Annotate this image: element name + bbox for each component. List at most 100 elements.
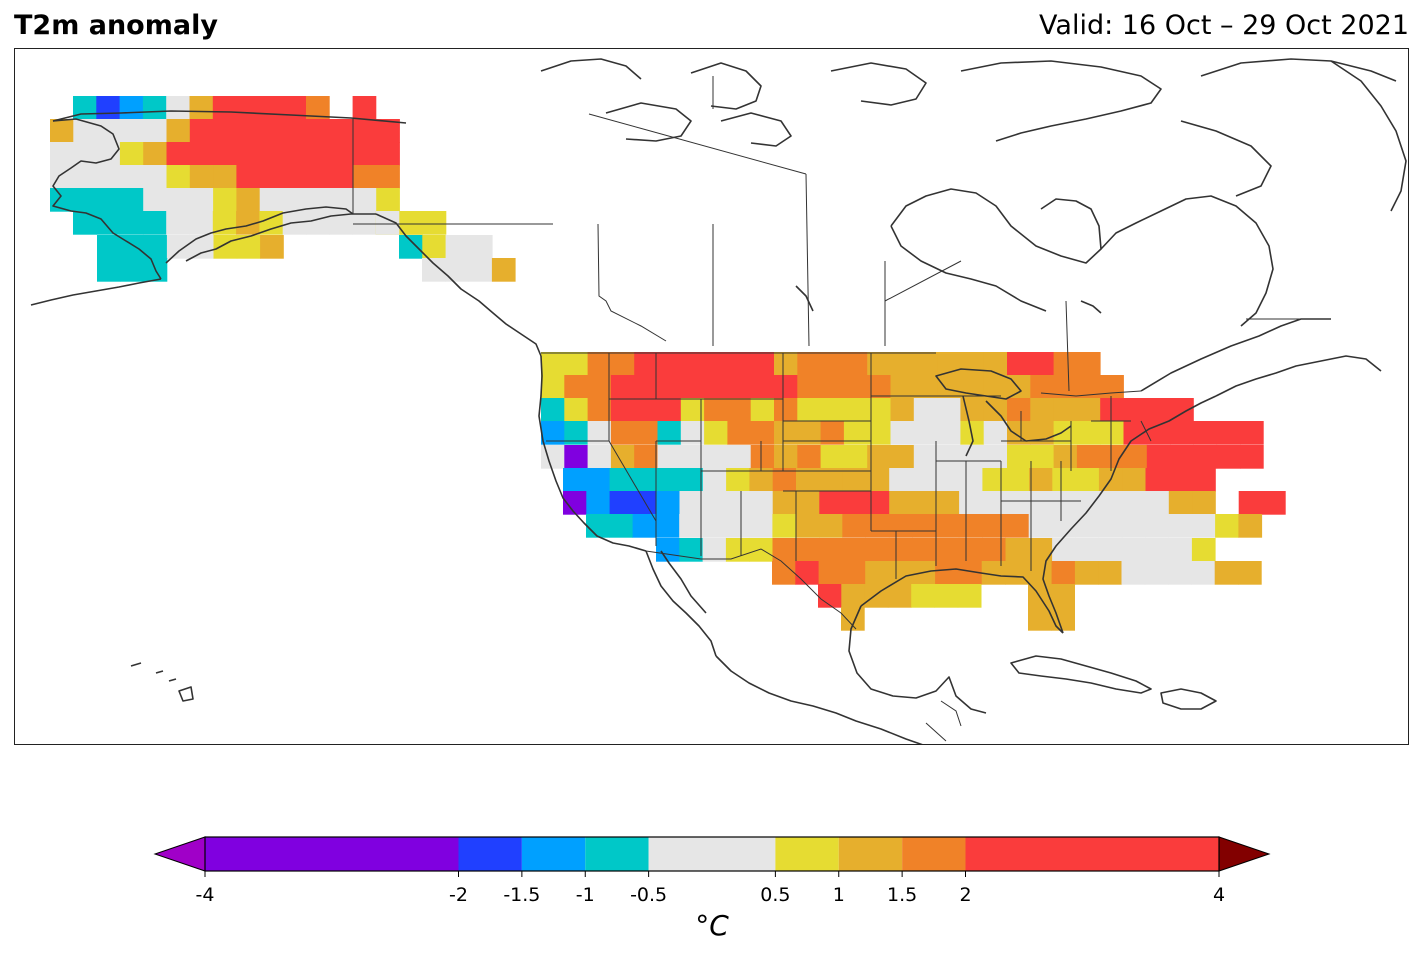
anomaly-cell [634, 352, 658, 376]
anomaly-cell [143, 188, 167, 212]
anomaly-cell [656, 468, 680, 492]
anomaly-cell [73, 119, 97, 143]
anomaly-cell [795, 538, 820, 562]
anomaly-cell [887, 584, 912, 608]
anomaly-cell [212, 96, 237, 120]
anomaly-cell [749, 538, 773, 562]
anomaly-cell [1076, 352, 1101, 376]
anomaly-cell [889, 491, 913, 515]
colorbar-segment [775, 837, 839, 871]
anomaly-cell [422, 211, 447, 235]
labrador-coast [1100, 195, 1274, 327]
anomaly-cell [820, 421, 845, 445]
anomaly-cell [890, 375, 915, 399]
anomaly-cell [1076, 398, 1101, 422]
anomaly-cell [819, 514, 843, 538]
anomaly-cell [774, 421, 798, 445]
anomaly-cell [609, 491, 634, 515]
anomaly-cell [236, 235, 261, 259]
anomaly-cell [820, 375, 845, 399]
map-title: T2m anomaly [14, 10, 218, 41]
anomaly-cell [679, 514, 703, 538]
arctic-islands [540, 58, 1397, 197]
anomaly-cell [1074, 561, 1099, 585]
anomaly-cell [1075, 538, 1100, 562]
anomaly-cell [96, 211, 120, 235]
anomaly-cell [632, 491, 657, 515]
anomaly-cell [1214, 561, 1239, 585]
anomaly-cell [1030, 352, 1054, 376]
anomaly-cell [774, 398, 798, 422]
anomaly-cell [468, 235, 493, 259]
anomaly-cell [306, 165, 330, 189]
anomaly-cell [564, 421, 588, 445]
anomaly-cell [657, 375, 682, 399]
coastlines [30, 58, 1407, 744]
anomaly-cell [1123, 445, 1148, 469]
anomaly-cell [935, 468, 960, 492]
anomaly-cell [702, 468, 727, 492]
anomaly-cell [680, 375, 705, 399]
anomaly-cell [213, 188, 237, 212]
anomaly-cell [1144, 561, 1169, 585]
anomaly-cell [843, 375, 868, 399]
anomaly-cell [1122, 491, 1146, 515]
anomaly-cell [982, 514, 1006, 538]
anomaly-cell [679, 538, 703, 562]
anomaly-cell [96, 142, 121, 166]
map-panel [14, 48, 1409, 745]
anomaly-cell [1053, 352, 1078, 376]
anomaly-cell [97, 258, 121, 282]
anomaly-cell [935, 538, 960, 562]
anomaly-cell [912, 491, 937, 515]
anomaly-cell [1146, 398, 1171, 422]
anomaly-cell [982, 491, 1007, 515]
anomaly-cell [73, 165, 97, 189]
anomaly-cell [704, 398, 728, 422]
anomaly-cell [867, 421, 891, 445]
anomaly-cell [166, 211, 190, 235]
anomaly-cell [727, 398, 752, 422]
anomaly-cell [819, 538, 843, 562]
anomaly-cell [888, 561, 913, 585]
anomaly-cell [1029, 491, 1053, 515]
anomaly-cell [1030, 375, 1054, 399]
anomaly-cell [1170, 421, 1194, 445]
gulf-coast [848, 568, 1064, 714]
anomaly-cell [236, 165, 261, 189]
anomaly-cell [422, 258, 446, 282]
mexico-west-coast [715, 655, 923, 744]
anomaly-cell [1051, 607, 1075, 631]
anomaly-cell [983, 352, 1008, 376]
anomaly-cell [399, 211, 423, 235]
anomaly-cell [1028, 607, 1052, 631]
anomaly-cell [657, 398, 682, 422]
anomaly-cell [937, 421, 961, 445]
anomaly-cell [329, 188, 354, 212]
anomaly-cell [1007, 352, 1031, 376]
colorbar-segment [585, 837, 649, 871]
anomaly-cell [911, 584, 935, 608]
colorbar-tick-label: 4 [1213, 884, 1225, 906]
anomaly-cell [1098, 538, 1123, 562]
anomaly-cell [960, 398, 985, 422]
anomaly-cell [888, 514, 913, 538]
anomaly-cell [119, 96, 144, 120]
anomaly-cell [1168, 514, 1193, 538]
anomaly-cell [1005, 514, 1030, 538]
us-canada-border [541, 352, 1142, 397]
anomaly-cell [97, 235, 121, 259]
anomaly-cell [1052, 468, 1076, 492]
anomaly-cell [1192, 491, 1216, 515]
anomaly-cell [819, 468, 843, 492]
anomaly-cell [704, 375, 728, 399]
colorbar-tick-label: -2 [449, 884, 468, 906]
anomaly-cell [329, 165, 354, 189]
hudson-bay-coast [890, 188, 1102, 312]
alaska-coast [52, 118, 354, 280]
anomaly-cell [119, 211, 144, 235]
anomaly-cell [1076, 421, 1101, 445]
anomaly-cell [772, 538, 797, 562]
anomaly-cell [189, 165, 214, 189]
anomaly-cell [913, 421, 938, 445]
